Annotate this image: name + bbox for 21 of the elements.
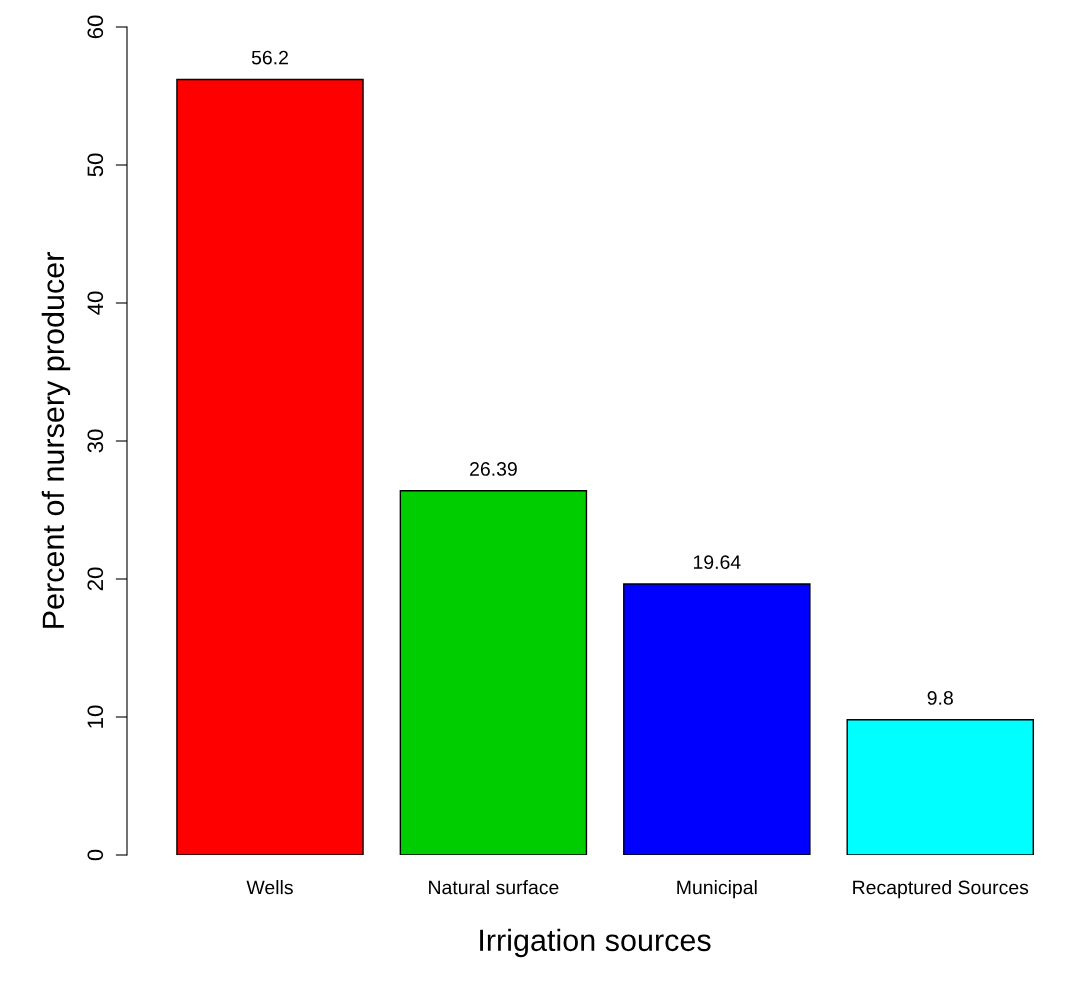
y-tick-label: 60 [87,15,104,39]
data-label: 56.2 [251,50,288,65]
data-label: 26.39 [470,462,517,476]
x-axis-title: Irrigation sources [480,928,711,958]
bar [176,78,364,855]
x-tick-label: Municipal [677,880,757,899]
y-tick-label: 40 [87,291,104,315]
y-tick-label: 50 [87,153,104,177]
y-tick-label: 10 [87,705,104,728]
bar [846,719,1034,855]
y-axis-title: Percent of nursery producer [41,252,71,628]
y-tick-label: 20 [87,567,104,591]
bar [623,583,811,855]
x-tick-label: Wells [246,880,293,895]
x-tick-label: Recaptured Sources [853,880,1029,899]
data-label: 19.64 [693,555,741,570]
bar [399,490,588,855]
data-label: 9.8 [927,691,953,705]
x-tick-label: Natural surface [429,880,559,895]
y-tick-label: 0 [87,849,104,861]
y-tick-label: 30 [87,429,104,453]
